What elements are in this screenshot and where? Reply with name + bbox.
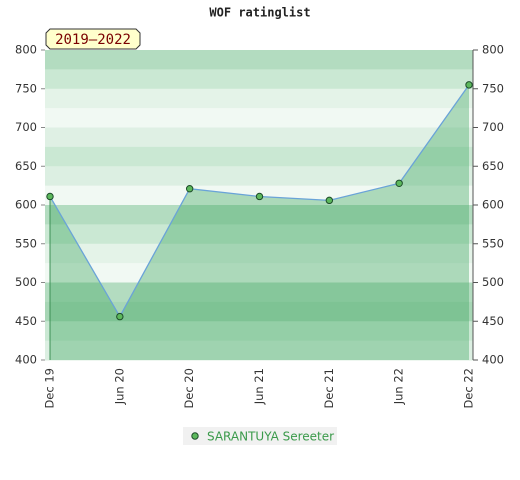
band — [45, 321, 473, 342]
chart-title: WOF ratinglist — [209, 6, 310, 20]
x-tick-label: Dec 21 — [322, 368, 336, 409]
y-tick-label: 650 — [15, 159, 37, 173]
band — [45, 166, 473, 187]
point — [46, 192, 54, 201]
y2-tick-label: 650 — [482, 159, 504, 173]
y2-tick-label: 750 — [482, 81, 504, 95]
y-tick-label: 800 — [15, 43, 37, 57]
band — [45, 263, 473, 283]
legend-box — [183, 427, 337, 445]
x-tick-label: Dec 19 — [43, 368, 57, 409]
y-tick-label: 500 — [15, 275, 37, 289]
x-tick-label: Jun 20 — [112, 368, 126, 405]
badge-box — [45, 28, 141, 50]
y2-tick-label: 700 — [482, 120, 504, 134]
band — [45, 69, 473, 90]
band — [45, 282, 473, 303]
x-tick-label: Jun 21 — [252, 368, 266, 405]
point — [465, 81, 473, 89]
y-tick-label: 750 — [15, 81, 37, 95]
y2-tick-label: 600 — [482, 198, 504, 212]
point — [185, 185, 194, 193]
plot-background — [45, 50, 473, 361]
x-tick-label: Dec 20 — [182, 368, 196, 409]
y-tick-label: 600 — [15, 198, 37, 212]
band — [45, 205, 473, 225]
x-tick-label: Dec 22 — [462, 368, 476, 409]
band — [45, 224, 473, 245]
y2-tick-label: 400 — [482, 353, 504, 367]
y-tick-label: 550 — [15, 236, 37, 250]
point — [116, 312, 124, 321]
legend-marker — [191, 432, 199, 440]
x-tick-label: Jun 22 — [392, 368, 406, 405]
band — [45, 88, 473, 109]
y2-tick-label: 500 — [482, 275, 504, 289]
point — [325, 196, 334, 205]
y2-tick-label: 550 — [482, 236, 504, 250]
band — [45, 301, 473, 322]
point — [255, 192, 264, 201]
band — [45, 108, 473, 128]
y-tick-label: 450 — [15, 314, 37, 328]
area — [50, 84, 469, 360]
band — [45, 127, 473, 148]
point — [395, 179, 403, 188]
y-tick-label: 400 — [15, 353, 37, 367]
legend-label: SARANTUYA Sereeter — [207, 430, 334, 444]
badge-label: 2019–2022 — [55, 32, 131, 48]
y2-tick-label: 450 — [482, 314, 504, 328]
band — [45, 340, 473, 361]
band — [45, 146, 473, 167]
band — [45, 50, 473, 70]
y-tick-label: 700 — [15, 120, 37, 134]
y2-tick-label: 800 — [482, 43, 504, 57]
